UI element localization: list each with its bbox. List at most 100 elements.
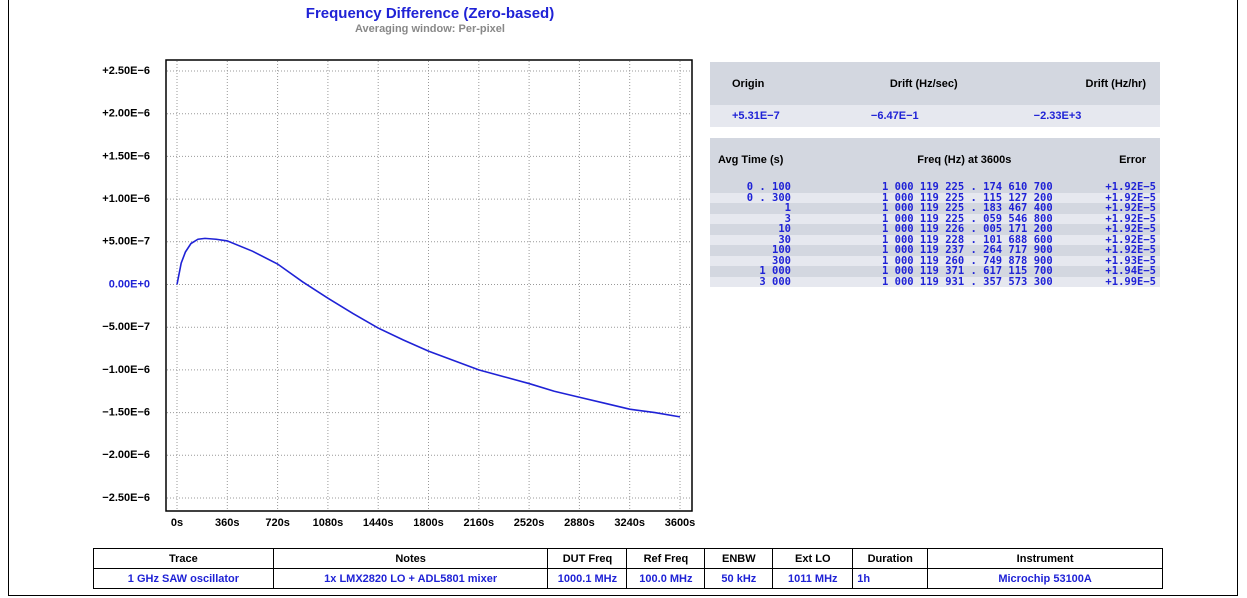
table-header: Ref Freq — [626, 548, 706, 569]
x-tick-label: 1080s — [313, 517, 344, 529]
table-cell: +5.31E−7 — [710, 105, 849, 127]
table-cell: +1.94E−5 — [1083, 266, 1160, 277]
table-cell: 1h — [852, 568, 929, 589]
chart-title: Frequency Difference (Zero-based) — [306, 5, 554, 22]
trace-table: Trace Notes DUT Freq Ref Freq ENBW Ext LO Dura… — [93, 548, 1163, 589]
avg-table: Avg Time (s) Freq (Hz) at 3600s Error 0 . 1… — [710, 138, 1160, 287]
table-row: 300 1 000 119 260 . 749 878 900 +1.93E−5 — [710, 255, 1160, 266]
table-header: Origin — [710, 62, 849, 105]
table-header: Drift (Hz/sec) — [848, 62, 1012, 105]
table-cell: +1.92E−5 — [1083, 213, 1160, 224]
table-header: Ext LO — [772, 548, 854, 569]
table-cell: 1000.1 MHz — [547, 568, 628, 589]
table-cell: 0 . 300 — [710, 192, 851, 203]
x-tick-label: 3240s — [614, 517, 645, 529]
y-tick-label: +1.50E−6 — [102, 150, 150, 162]
table-header: Trace — [93, 548, 274, 569]
x-tick-label: 2160s — [464, 517, 495, 529]
x-tick-label: 2880s — [564, 517, 595, 529]
y-tick-label: −1.50E−6 — [102, 407, 150, 419]
table-header: Error — [1083, 138, 1160, 182]
table-row: 30 1 000 119 228 . 101 688 600 +1.92E−5 — [710, 234, 1160, 245]
table-cell: 0 . 100 — [710, 182, 851, 193]
table-row: 3 000 1 000 119 931 . 357 573 300 +1.99E−5 — [710, 276, 1160, 287]
table-cell: 1 000 119 237 . 264 717 900 — [850, 245, 1084, 256]
table-cell: 1 000 119 228 . 101 688 600 — [850, 234, 1084, 245]
table-cell: +1.92E−5 — [1083, 234, 1160, 245]
y-tick-label: −2.00E−6 — [102, 449, 150, 461]
window-frame — [8, 0, 1238, 596]
chart-subtitle: Averaging window: Per-pixel — [355, 23, 505, 35]
table-header: Instrument — [927, 548, 1163, 569]
table-cell: 1 000 119 371 . 617 115 700 — [850, 266, 1084, 277]
table-cell: 1 000 — [710, 266, 851, 277]
table-cell: +1.92E−5 — [1083, 192, 1160, 203]
table-header: Duration — [852, 548, 929, 569]
table-cell: 1 GHz SAW oscillator — [93, 568, 274, 589]
table-row: Avg Time (s) Freq (Hz) at 3600s Error — [710, 138, 1160, 182]
table-cell: 1 000 119 226 . 005 171 200 — [850, 224, 1084, 235]
plot-frame — [165, 59, 693, 512]
table-cell: 1 000 119 931 . 357 573 300 — [850, 276, 1084, 287]
table-cell: −6.47E−1 — [848, 105, 1012, 127]
table-cell: 1 000 119 225 . 174 610 700 — [850, 182, 1084, 193]
table-cell: 1011 MHz — [772, 568, 854, 589]
x-tick-label: 360s — [215, 517, 239, 529]
y-tick-label: +2.50E−6 — [102, 65, 150, 77]
table-row: 0 . 300 1 000 119 225 . 115 127 200 +1.92E… — [710, 192, 1160, 203]
x-tick-label: 2520s — [514, 517, 545, 529]
chart: Frequency Difference (Zero-based) Averag… — [102, 5, 696, 529]
table-row: 10 1 000 119 226 . 005 171 200 +1.92E−5 — [710, 224, 1160, 235]
x-tick-label: 3600s — [665, 517, 696, 529]
table-cell: 1 000 119 260 . 749 878 900 — [850, 255, 1084, 266]
y-tick-label: +2.00E−6 — [102, 108, 150, 120]
table-cell: −2.33E+3 — [1011, 105, 1160, 127]
table-cell: 1x LMX2820 LO + ADL5801 mixer — [272, 568, 549, 589]
x-tick-label: 0s — [171, 517, 183, 529]
table-cell: +1.93E−5 — [1083, 255, 1160, 266]
table-row: 1 GHz SAW oscillator 1x LMX2820 LO + ADL5… — [93, 568, 1163, 589]
y-tick-label: −5.00E−7 — [102, 321, 150, 333]
table-cell: +1.92E−5 — [1083, 245, 1160, 256]
table-header: DUT Freq — [547, 548, 628, 569]
x-tick-label: 720s — [265, 517, 289, 529]
table-cell: 3 — [710, 213, 851, 224]
table-cell: +1.92E−5 — [1083, 182, 1160, 193]
table-header: ENBW — [704, 548, 774, 569]
y-tick-label: −1.00E−6 — [102, 364, 150, 376]
table-row: Origin Drift (Hz/sec) Drift (Hz/hr) — [710, 62, 1160, 105]
y-tick-label: +1.00E−6 — [102, 193, 150, 205]
table-cell: +1.92E−5 — [1083, 203, 1160, 214]
table-cell: 50 kHz — [704, 568, 774, 589]
table-cell: +1.92E−5 — [1083, 224, 1160, 235]
table-header: Freq (Hz) at 3600s — [850, 138, 1084, 182]
table-cell: 300 — [710, 255, 851, 266]
table-row: Trace Notes DUT Freq Ref Freq ENBW Ext LO Dura… — [93, 548, 1163, 569]
data-line — [176, 237, 681, 418]
drift-table: Origin Drift (Hz/sec) Drift (Hz/hr) +5.31E−… — [710, 62, 1160, 127]
x-tick-label: 1800s — [413, 517, 444, 529]
table-header: Avg Time (s) — [710, 138, 851, 182]
table-cell: Microchip 53100A — [927, 568, 1163, 589]
table-row: +5.31E−7 −6.47E−1 −2.33E+3 — [710, 105, 1160, 127]
table-row: 1 000 1 000 119 371 . 617 115 700 +1.94E−5 — [710, 266, 1160, 277]
table-cell: 1 — [710, 203, 851, 214]
table-cell: 1 000 119 225 . 115 127 200 — [850, 192, 1084, 203]
y-tick-label: −2.50E−6 — [102, 492, 150, 504]
table-header: Notes — [272, 548, 549, 569]
table-cell: 10 — [710, 224, 851, 235]
table-cell: 1 000 119 225 . 059 546 800 — [850, 213, 1084, 224]
table-cell: +1.99E−5 — [1083, 276, 1160, 287]
table-cell: 3 000 — [710, 276, 851, 287]
table-cell: 30 — [710, 234, 851, 245]
table-cell: 100.0 MHz — [626, 568, 706, 589]
table-header: Drift (Hz/hr) — [1011, 62, 1160, 105]
x-tick-label: 1440s — [363, 517, 394, 529]
table-row: 100 1 000 119 237 . 264 717 900 +1.92E−5 — [710, 245, 1160, 256]
table-cell: 100 — [710, 245, 851, 256]
y-tick-label: 0.00E+0 — [109, 278, 150, 290]
table-row: 0 . 100 1 000 119 225 . 174 610 700 +1.92E… — [710, 182, 1160, 193]
table-cell: 1 000 119 225 . 183 467 400 — [850, 203, 1084, 214]
